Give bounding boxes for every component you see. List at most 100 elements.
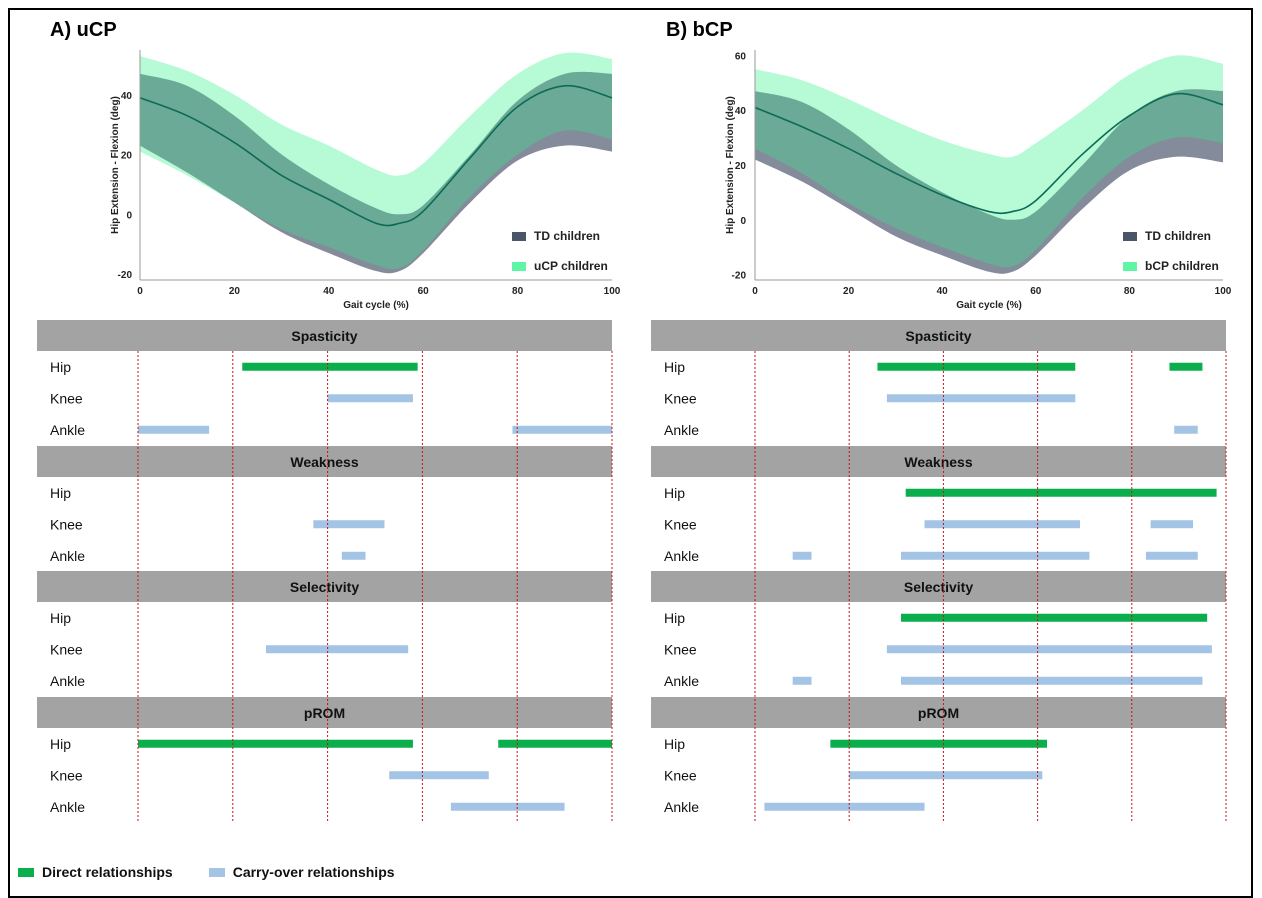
bottom-legend: Direct relationships Carry-over relation… bbox=[18, 864, 431, 880]
x-tick-label: 40 bbox=[937, 286, 949, 297]
group-header bbox=[37, 446, 612, 477]
chart-title: A) uCP bbox=[50, 19, 117, 41]
y-tick-label: -20 bbox=[732, 271, 747, 282]
x-tick-label: 0 bbox=[752, 286, 758, 297]
carry-over-bar bbox=[901, 676, 1203, 685]
legend-cp-swatch bbox=[512, 262, 526, 271]
group-header-label: Selectivity bbox=[290, 579, 359, 595]
x-tick-label: 100 bbox=[1215, 286, 1232, 297]
legend-direct: Direct relationships bbox=[18, 864, 173, 880]
x-axis-label: Gait cycle (%) bbox=[343, 300, 409, 311]
carry-over-bar bbox=[1150, 520, 1194, 529]
y-tick-label: 40 bbox=[735, 106, 747, 117]
y-tick-label: 20 bbox=[735, 161, 747, 172]
carry-over-bar bbox=[792, 551, 812, 560]
row-label: Hip bbox=[664, 359, 685, 375]
group-header-label: pROM bbox=[918, 705, 959, 721]
row-label: Knee bbox=[664, 641, 697, 657]
direct-bar bbox=[242, 362, 418, 371]
direct-bar bbox=[1169, 362, 1203, 371]
carry-over-bar bbox=[764, 802, 925, 811]
line-chart-ucp: A) uCP -20 0 20 40 0 20 40 60 80 100 Gait cycle (%)… bbox=[50, 19, 621, 311]
legend-direct-swatch bbox=[18, 867, 34, 877]
direct-bar bbox=[901, 613, 1208, 622]
row-label: Knee bbox=[50, 641, 83, 657]
row-label: Hip bbox=[50, 485, 71, 501]
legend-td-label: TD children bbox=[1145, 229, 1211, 243]
y-tick-label: 20 bbox=[121, 151, 133, 162]
direct-bar bbox=[138, 739, 413, 748]
row-label: Knee bbox=[50, 390, 83, 406]
direct-bar bbox=[877, 362, 1076, 371]
overlap-band bbox=[140, 71, 612, 270]
legend-td-swatch bbox=[1123, 232, 1137, 241]
carry-over-bar bbox=[886, 645, 1212, 654]
row-label: Knee bbox=[50, 516, 83, 532]
row-label: Knee bbox=[50, 767, 83, 783]
y-tick-label: 60 bbox=[735, 51, 747, 62]
row-label: Ankle bbox=[664, 548, 699, 564]
group-header-label: Weakness bbox=[904, 454, 972, 470]
group-header bbox=[651, 697, 1226, 728]
row-label: Ankle bbox=[50, 422, 85, 438]
group-header bbox=[651, 446, 1226, 477]
row-label: Knee bbox=[664, 390, 697, 406]
group-header bbox=[651, 571, 1226, 602]
legend-carry-label: Carry-over relationships bbox=[232, 864, 395, 880]
y-axis-label: Hip Extension - Flexion (deg) bbox=[110, 96, 121, 234]
direct-bar bbox=[905, 488, 1217, 497]
carry-over-bar bbox=[792, 676, 812, 685]
cp-mean-line bbox=[139, 85, 613, 227]
x-tick-label: 60 bbox=[418, 286, 430, 297]
row-label: Ankle bbox=[664, 422, 699, 438]
direct-bar bbox=[498, 739, 612, 748]
x-tick-label: 100 bbox=[604, 286, 621, 297]
row-label: Ankle bbox=[50, 799, 85, 815]
carry-over-bar bbox=[313, 520, 385, 529]
row-label: Ankle bbox=[50, 673, 85, 689]
direct-bar bbox=[830, 739, 1048, 748]
row-label: Hip bbox=[50, 610, 71, 626]
group-header-label: Spasticity bbox=[905, 328, 971, 344]
x-tick-label: 80 bbox=[512, 286, 524, 297]
carry-over-bar bbox=[341, 551, 366, 560]
x-tick-label: 80 bbox=[1124, 286, 1136, 297]
chart-title: B) bCP bbox=[666, 19, 733, 41]
x-tick-label: 0 bbox=[137, 286, 143, 297]
group-header bbox=[37, 320, 612, 351]
group-header-label: Spasticity bbox=[291, 328, 357, 344]
legend-direct-label: Direct relationships bbox=[42, 864, 173, 880]
group-header bbox=[37, 571, 612, 602]
y-axis-label: Hip Extension - Flexion (deg) bbox=[725, 96, 736, 234]
td-band bbox=[140, 71, 612, 274]
x-tick-label: 40 bbox=[323, 286, 335, 297]
line-chart-bcp: B) bCP -20 0 20 40 60 0 20 40 60 80 100 Gait cycle (… bbox=[666, 19, 1232, 311]
legend-td-label: TD children bbox=[534, 229, 600, 243]
carry-over-bar bbox=[138, 425, 210, 434]
y-tick-label: 40 bbox=[121, 91, 133, 102]
row-label: Hip bbox=[50, 359, 71, 375]
carry-over-bar bbox=[849, 771, 1043, 780]
group-header-label: Selectivity bbox=[904, 579, 973, 595]
legend-cp-swatch bbox=[1123, 262, 1137, 271]
row-label: Hip bbox=[664, 485, 685, 501]
y-tick-label: 0 bbox=[126, 210, 132, 221]
carry-over-bar bbox=[512, 425, 612, 434]
legend-carry-swatch bbox=[208, 867, 225, 877]
td-band bbox=[755, 89, 1223, 274]
carry-over-bar bbox=[1174, 425, 1198, 434]
row-label: Hip bbox=[50, 736, 71, 752]
carry-over-bar bbox=[265, 645, 409, 654]
carry-over-bar bbox=[1145, 551, 1198, 560]
group-header bbox=[651, 320, 1226, 351]
y-tick-label: -20 bbox=[118, 270, 133, 281]
x-tick-label: 20 bbox=[229, 286, 241, 297]
group-header bbox=[37, 697, 612, 728]
carry-over-bar bbox=[389, 771, 489, 780]
legend-carry: Carry-over relationships bbox=[208, 864, 395, 880]
legend-td-swatch bbox=[512, 232, 526, 241]
group-header-label: pROM bbox=[304, 705, 345, 721]
gantt-bcp: Spasticity Hip Knee Ankle Weakness Hip Knee Ank… bbox=[651, 320, 1227, 822]
y-tick-label: 0 bbox=[740, 216, 746, 227]
